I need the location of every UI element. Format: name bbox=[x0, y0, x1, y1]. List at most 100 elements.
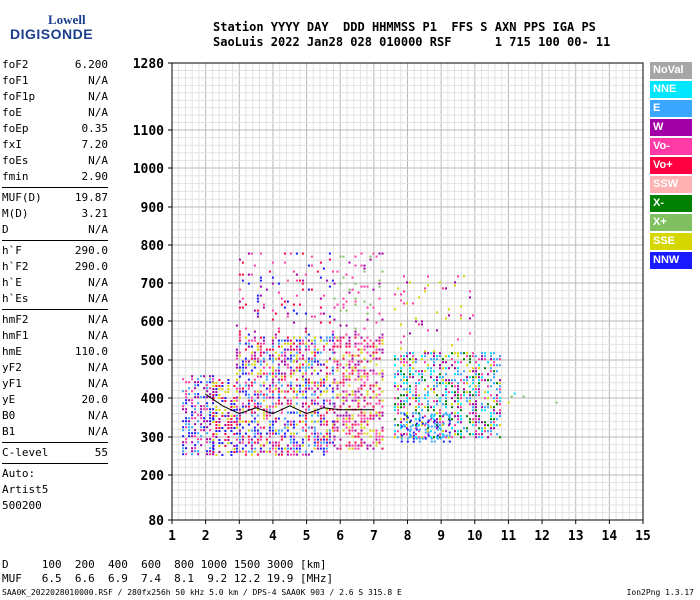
echo-point bbox=[433, 388, 435, 391]
echo-point bbox=[316, 420, 319, 423]
echo-point bbox=[289, 348, 292, 351]
echo-point bbox=[259, 294, 262, 297]
echo-point bbox=[421, 437, 424, 440]
echo-point bbox=[454, 281, 456, 284]
echo-point bbox=[457, 391, 459, 394]
echo-point bbox=[280, 345, 283, 348]
echo-point bbox=[289, 447, 292, 450]
y-tick-label: 600 bbox=[141, 315, 165, 330]
echo-point bbox=[499, 385, 501, 388]
echo-point bbox=[328, 285, 331, 288]
echo-point bbox=[333, 438, 336, 441]
echo-point bbox=[439, 409, 441, 412]
echo-point bbox=[233, 445, 236, 447]
echo-point bbox=[298, 348, 301, 351]
echo-point bbox=[451, 412, 453, 415]
echo-point bbox=[439, 281, 441, 284]
echo-point bbox=[277, 444, 280, 447]
echo-point bbox=[218, 397, 221, 399]
echo-point bbox=[215, 385, 218, 387]
echo-point bbox=[298, 279, 301, 282]
echo-point bbox=[283, 432, 286, 435]
echo-point bbox=[475, 433, 477, 436]
echo-point bbox=[209, 387, 212, 390]
echo-point bbox=[351, 399, 354, 402]
echo-point bbox=[442, 287, 444, 290]
echo-point bbox=[366, 393, 369, 396]
echo-point bbox=[493, 373, 495, 376]
echo-point bbox=[354, 390, 357, 393]
echo-point bbox=[319, 405, 322, 408]
echo-point bbox=[304, 450, 307, 453]
echo-point bbox=[466, 379, 468, 382]
echo-point bbox=[357, 414, 360, 417]
echo-point bbox=[442, 424, 444, 427]
echo-point bbox=[212, 378, 215, 381]
echo-point bbox=[247, 393, 250, 396]
echo-point bbox=[286, 339, 289, 342]
echo-point bbox=[496, 394, 498, 397]
echo-point bbox=[307, 426, 310, 429]
echo-point bbox=[271, 393, 274, 396]
echo-point bbox=[328, 384, 331, 387]
echo-point bbox=[295, 402, 298, 405]
echo-point bbox=[238, 387, 241, 390]
echo-point bbox=[406, 415, 408, 418]
echo-point bbox=[360, 411, 363, 414]
echo-point bbox=[445, 434, 448, 437]
echo-point bbox=[496, 382, 498, 385]
echo-point bbox=[250, 345, 253, 348]
echo-point bbox=[454, 379, 456, 382]
echo-point bbox=[357, 444, 360, 447]
echo-point bbox=[319, 438, 322, 441]
echo-point bbox=[185, 441, 188, 444]
echo-point bbox=[271, 390, 274, 393]
echo-point bbox=[292, 435, 295, 438]
echo-point bbox=[310, 414, 313, 417]
echo-point bbox=[412, 412, 414, 415]
echo-point bbox=[280, 450, 283, 453]
echo-point bbox=[445, 406, 447, 409]
echo-point bbox=[496, 403, 498, 406]
echo-point bbox=[307, 288, 310, 291]
echo-point bbox=[182, 447, 185, 450]
echo-point bbox=[322, 420, 325, 423]
echo-point bbox=[369, 435, 372, 438]
echo-point bbox=[191, 399, 194, 402]
echo-point bbox=[463, 394, 465, 397]
echo-point bbox=[333, 351, 336, 354]
echo-point bbox=[271, 375, 274, 378]
echo-point bbox=[319, 276, 322, 279]
x-tick-labels: 1 2 3 4 5 6 7 8 9 10 11 12 13 14 15 bbox=[168, 520, 651, 544]
echo-point bbox=[301, 252, 304, 255]
echo-point bbox=[310, 255, 313, 258]
echo-point bbox=[301, 444, 304, 447]
echo-point bbox=[322, 453, 325, 456]
echo-point bbox=[331, 366, 334, 369]
echo-point bbox=[415, 358, 417, 361]
echo-point bbox=[262, 411, 265, 414]
echo-point bbox=[247, 342, 250, 345]
echo-point bbox=[442, 379, 444, 382]
echo-point bbox=[336, 387, 339, 390]
echo-point bbox=[354, 366, 357, 369]
echo-point bbox=[472, 379, 474, 382]
echo-point bbox=[221, 385, 224, 387]
echo-point bbox=[466, 355, 468, 358]
echo-point bbox=[424, 287, 426, 290]
echo-point bbox=[328, 258, 331, 261]
echo-point bbox=[244, 342, 247, 345]
echo-point bbox=[460, 394, 462, 397]
echo-point bbox=[280, 372, 283, 375]
echo-point bbox=[313, 444, 316, 447]
echo-point bbox=[484, 397, 486, 400]
echo-point bbox=[322, 312, 325, 315]
echo-point bbox=[445, 385, 447, 388]
echo-point bbox=[409, 367, 411, 370]
param-name: foF1p bbox=[2, 90, 36, 103]
echo-point bbox=[265, 411, 268, 414]
echo-point bbox=[394, 382, 396, 385]
echo-point bbox=[378, 441, 381, 444]
echo-point bbox=[400, 427, 402, 430]
echo-point bbox=[478, 367, 480, 370]
